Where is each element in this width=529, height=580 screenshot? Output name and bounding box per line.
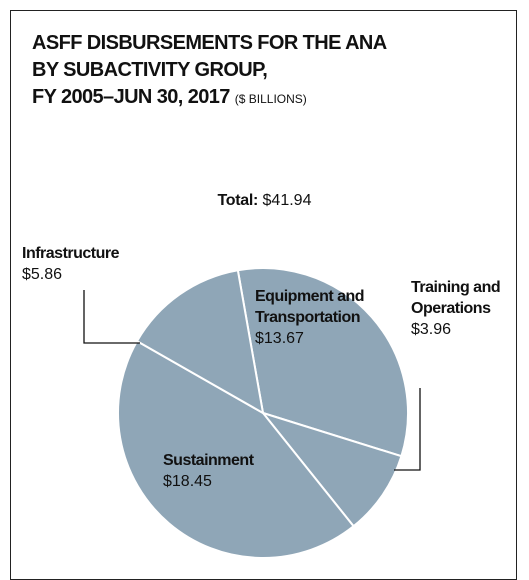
- value-label: $13.67: [255, 330, 304, 347]
- category-name: Infrastructure: [22, 245, 120, 262]
- unit: ($ BILLIONS): [234, 92, 307, 106]
- slice-label: Infrastructure $5.86: [22, 243, 152, 285]
- leader-line: [394, 388, 421, 471]
- category-name: Training and Operations: [411, 279, 501, 317]
- title-line: FY 2005–JUN 30, 2017 ($ BILLIONS): [32, 86, 307, 108]
- total-value: $41.94: [262, 192, 312, 209]
- leader-line: [83, 290, 140, 344]
- slice-label: Equipment and Transportation $13.67: [255, 286, 395, 349]
- slice: [236, 267, 409, 458]
- value-label: $5.86: [22, 266, 63, 283]
- category-name: Sustainment: [163, 452, 254, 469]
- title-line: BY SUBACTIVITY GROUP,: [32, 59, 268, 81]
- total-label: Total:: [217, 192, 259, 209]
- slice: [135, 269, 265, 415]
- total: Total: $41.94: [0, 192, 529, 210]
- title-line: ASFF DISBURSEMENTS FOR THE ANA: [32, 32, 387, 54]
- slice: [260, 411, 403, 528]
- slice-label: Sustainment $18.45: [163, 450, 293, 492]
- chart-title: ASFF DISBURSEMENTS FOR THE ANA BY SUBACTI…: [32, 30, 387, 113]
- page: ASFF DISBURSEMENTS FOR THE ANA BY SUBACTI…: [0, 10, 529, 580]
- value-label: $3.96: [411, 321, 452, 338]
- category-name: Equipment and Transportation: [255, 288, 365, 326]
- slice: [117, 339, 356, 559]
- value-label: $18.45: [163, 473, 212, 490]
- slice-label: Training and Operations $3.96: [411, 277, 526, 340]
- chart: [83, 267, 421, 559]
